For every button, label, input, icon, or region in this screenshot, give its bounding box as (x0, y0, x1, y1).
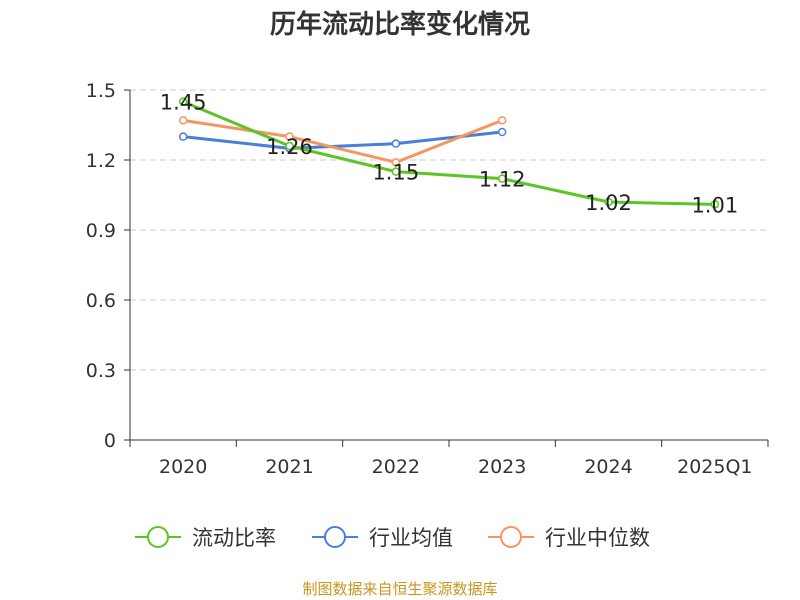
legend-label-1[interactable]: 行业均值 (369, 526, 453, 550)
legend-marker-2[interactable] (500, 526, 522, 548)
data-point[interactable] (497, 116, 507, 125)
data-point[interactable] (710, 200, 720, 209)
data-label: 1.12 (479, 168, 526, 192)
data-label: 1.01 (691, 193, 738, 217)
data-point[interactable] (178, 97, 188, 106)
data-point[interactable] (391, 167, 401, 176)
x-tick-label: 2025Q1 (677, 456, 752, 478)
chart-title: 历年流动比率变化情况 (269, 10, 530, 40)
legend-label-2[interactable]: 行业中位数 (545, 526, 650, 550)
data-label: 1.02 (585, 191, 632, 215)
legend-label-0[interactable]: 流动比率 (192, 526, 276, 550)
x-tick-label: 2023 (478, 456, 526, 478)
data-label: 1.26 (266, 135, 313, 159)
data-point[interactable] (285, 132, 294, 141)
x-tick-label: 2021 (265, 456, 313, 478)
x-tick-label: 2020 (159, 456, 207, 478)
data-point[interactable] (285, 141, 294, 151)
data-point[interactable] (497, 174, 507, 183)
x-tick-label: 2022 (372, 456, 420, 478)
data-label: 1.45 (160, 91, 207, 115)
data-point[interactable] (391, 158, 401, 167)
series-line-0 (182, 100, 715, 206)
data-source-note: 制图数据来自恒生聚源数据库 (302, 580, 498, 598)
y-tick-label: 0.6 (86, 290, 116, 312)
data-point[interactable] (178, 116, 188, 125)
y-tick-label: 0.9 (86, 220, 116, 242)
series-line-2 (182, 118, 503, 164)
legend-marker-0[interactable] (147, 526, 169, 548)
data-point[interactable] (497, 127, 507, 137)
legend-marker-1[interactable] (324, 526, 346, 548)
data-point[interactable] (178, 132, 188, 141)
data-point[interactable] (391, 139, 401, 148)
y-tick-label: 0.3 (86, 360, 116, 382)
y-tick-label: 0 (104, 430, 116, 452)
y-tick-label: 1.5 (86, 80, 116, 102)
y-tick-label: 1.2 (86, 150, 116, 172)
series-line-1 (183, 130, 503, 150)
data-label: 1.15 (372, 161, 419, 185)
data-point[interactable] (604, 197, 613, 207)
x-tick-label: 2024 (584, 456, 632, 478)
